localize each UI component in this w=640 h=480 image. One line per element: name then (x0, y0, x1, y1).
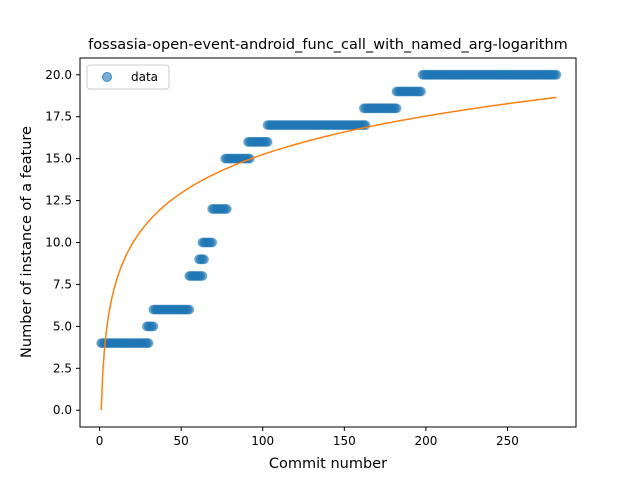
data-point (416, 86, 426, 97)
data-point (391, 103, 402, 114)
x-tick-label: 0 (96, 434, 104, 448)
y-tick-label: 5.0 (53, 319, 72, 333)
y-axis-label: Number of instance of a feature (19, 126, 35, 358)
fit-line (100, 96, 557, 411)
legend-label-data: data (131, 70, 158, 84)
legend: data (86, 64, 170, 90)
data-point (143, 338, 154, 349)
x-tick-label: 250 (496, 434, 519, 448)
data-point (184, 304, 195, 315)
data-point (197, 271, 208, 281)
chart-title: fossasia-open-event-android_func_call_wi… (88, 37, 568, 53)
data-point (199, 254, 209, 265)
legend-box (86, 64, 170, 90)
x-tick-label: 50 (174, 434, 189, 448)
x-tick-label: 150 (333, 434, 356, 448)
data-point (551, 69, 562, 80)
legend-marker-data (102, 72, 112, 82)
plot-marks (96, 69, 562, 411)
axes: 0 50 100 150 200 250 0.0 2.5 5.0 7.5 10.0 12.5 15.0 1… (45, 68, 519, 448)
data-point (148, 321, 159, 332)
y-tick-label: 15.0 (45, 152, 72, 166)
y-tick-label: 0.0 (53, 403, 72, 417)
x-tick-label: 200 (414, 434, 437, 448)
y-tick-label: 10.0 (45, 236, 72, 250)
x-axis-label: Commit number (269, 456, 387, 472)
y-tick-label: 7.5 (53, 277, 72, 291)
y-tick-label: 20.0 (45, 68, 72, 82)
data-point (207, 237, 218, 248)
data-point (221, 204, 232, 214)
data-point (262, 136, 273, 147)
y-tick-label: 2.5 (53, 361, 72, 375)
x-tick-label: 100 (251, 434, 274, 448)
y-tick-label: 17.5 (45, 110, 72, 124)
y-tick-label: 12.5 (45, 194, 72, 208)
plot-frame (79, 57, 577, 428)
